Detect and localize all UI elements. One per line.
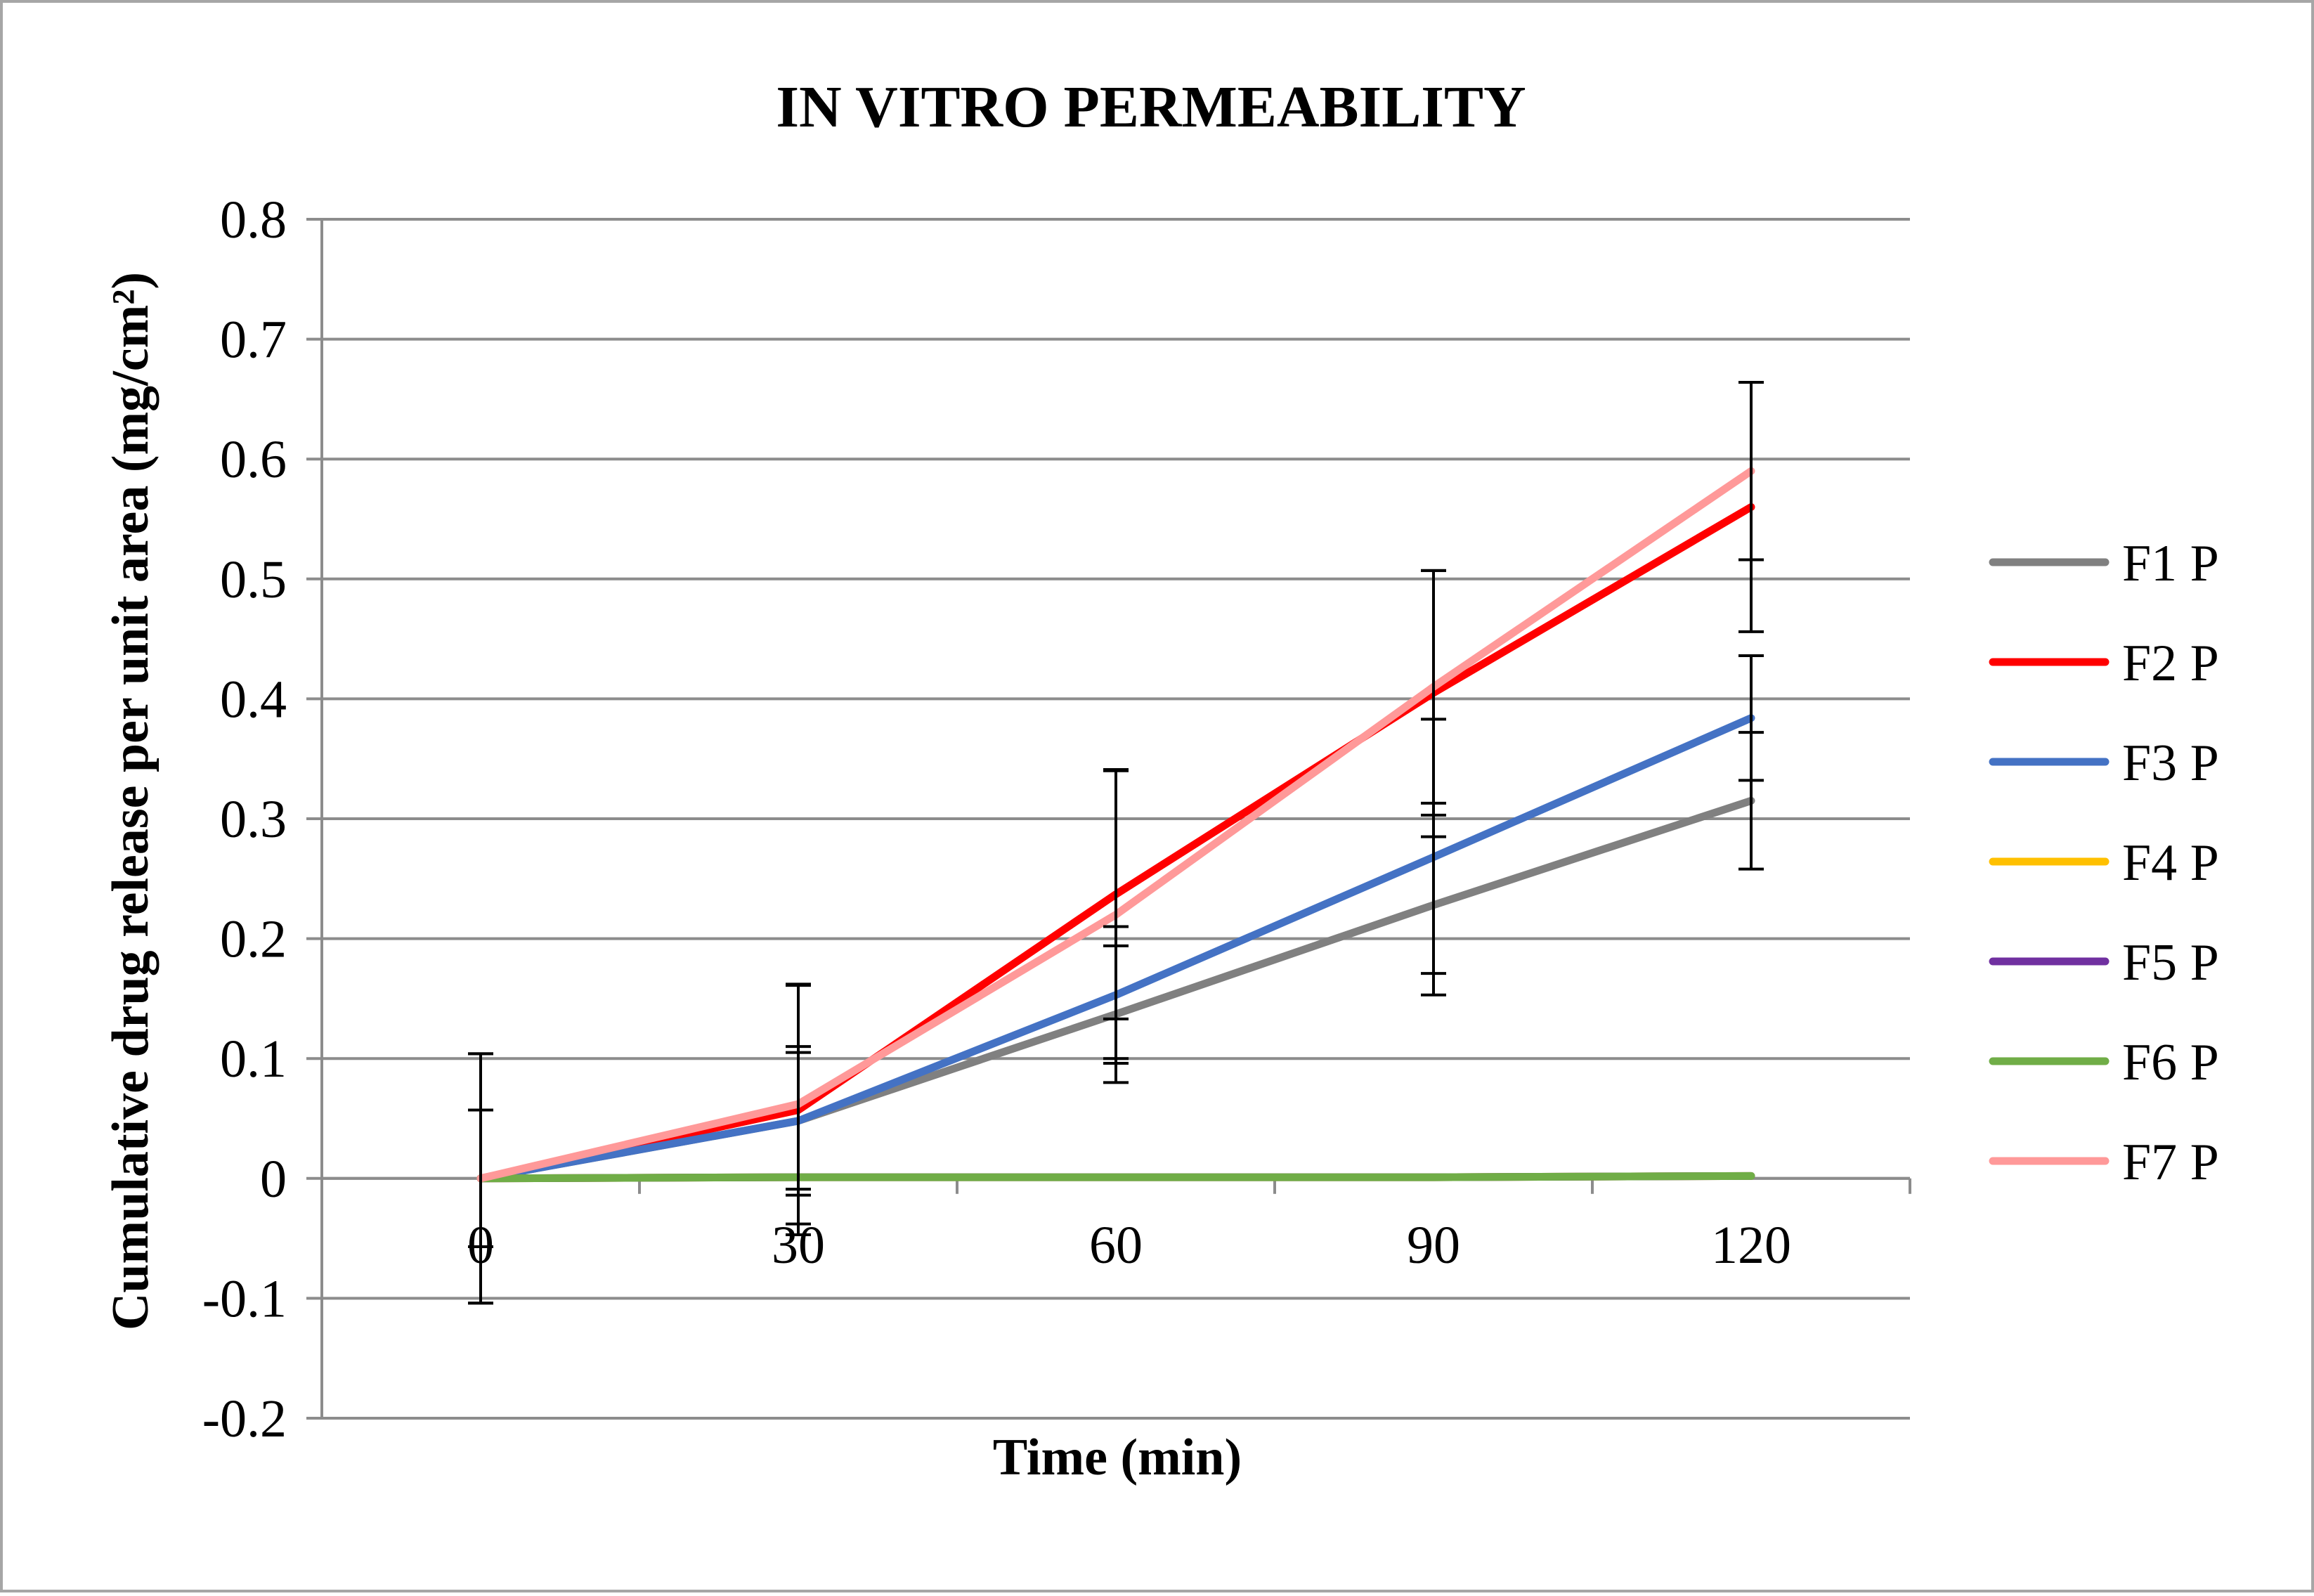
error-bar-f7-p-1 (786, 982, 811, 1226)
x-tick-label-2: 60 (1089, 1216, 1143, 1275)
y-tick-label-1: -0.1 (202, 1269, 287, 1328)
y-tick-label-10: 0.8 (220, 190, 287, 249)
y-axis-ticks: -0.2 -0.1 0 0.1 0.2 0.3 0.4 0.5 0.6 0.7 0.8 (202, 190, 287, 1448)
error-bars (468, 381, 1764, 1305)
error-bar-f7-p-0 (468, 1052, 493, 1305)
legend: F1 P F2 P F3 P F4 P F5 P F6 P F7 P (1989, 535, 2219, 1191)
legend-item-f3-p: F3 P (1989, 734, 2219, 792)
legend-label: F2 P (2122, 635, 2219, 692)
legend-item-f6-p: F6 P (1989, 1034, 2219, 1091)
y-tick-label-7: 0.5 (220, 550, 287, 609)
y-tick-label-3: 0.1 (220, 1030, 287, 1089)
legend-label: F6 P (2122, 1034, 2219, 1091)
series-line-f6-p (476, 1172, 1755, 1183)
legend-item-f4-p: F4 P (1989, 834, 2219, 892)
y-tick-label-8: 0.6 (220, 430, 287, 489)
error-bar-f7-p-2 (1103, 769, 1129, 1060)
error-bar-f7-p-4 (1738, 381, 1764, 562)
y-tick-label-0: -0.2 (202, 1389, 287, 1448)
legend-item-f7-p: F7 P (1989, 1134, 2219, 1191)
chart-title: IN VITRO PERMEABILITY (776, 74, 1526, 140)
y-tick-label-9: 0.7 (220, 311, 287, 370)
x-tick-label-4: 120 (1711, 1216, 1791, 1275)
legend-item-f5-p: F5 P (1989, 934, 2219, 992)
y-tick-label-5: 0.3 (220, 790, 287, 849)
y-axis-title: Cumulative drug release per unit area (m… (102, 272, 160, 1330)
legend-label: F3 P (2122, 734, 2219, 792)
series-lines (476, 467, 1755, 1183)
legend-item-f2-p: F2 P (1989, 635, 2219, 692)
legend-label: F7 P (2122, 1134, 2219, 1191)
y-tick-label-6: 0.4 (220, 670, 287, 729)
error-bar-f7-p-3 (1421, 569, 1446, 805)
legend-label: F5 P (2122, 934, 2219, 992)
y-tick-label-4: 0.2 (220, 910, 287, 969)
error-bar-f3-p-4 (1738, 654, 1764, 782)
x-axis-title: Time (min) (993, 1429, 1242, 1486)
legend-label: F1 P (2122, 535, 2219, 592)
x-tick-label-3: 90 (1407, 1216, 1460, 1275)
legend-item-f1-p: F1 P (1989, 535, 2219, 592)
legend-label: F4 P (2122, 834, 2219, 892)
y-tick-label-2: 0 (260, 1150, 287, 1209)
